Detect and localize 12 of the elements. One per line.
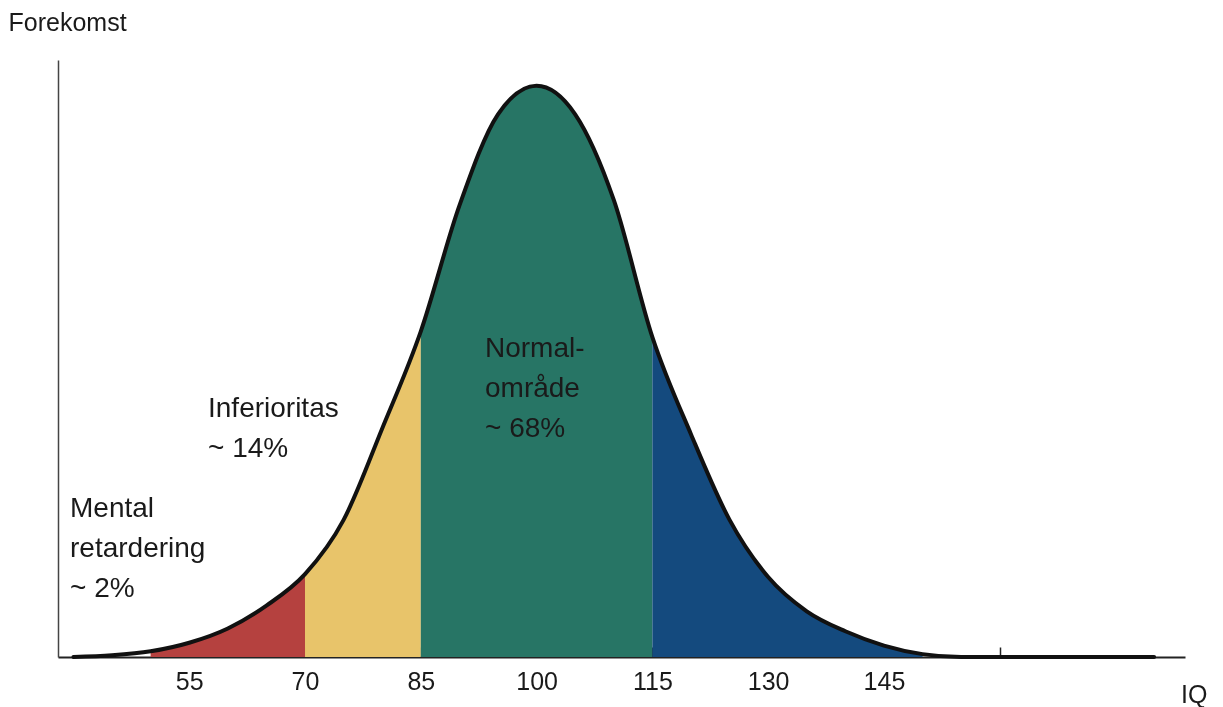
x-tick-label: 145 xyxy=(863,666,906,695)
annotation: Mental retardering ~ 2% xyxy=(70,492,206,603)
y-axis-title: Forekomst xyxy=(8,7,127,36)
x-axis-title: IQ xyxy=(1181,679,1208,707)
x-tick-label: 115 xyxy=(632,666,673,695)
x-tick-label: 85 xyxy=(407,666,436,695)
x-tick-label: 100 xyxy=(516,666,558,695)
annotation: Inferioritas ~ 14% xyxy=(208,392,339,463)
annotation: Normal- område ~ 68% xyxy=(485,332,585,443)
x-tick-label: 55 xyxy=(175,666,204,695)
x-tick-label: 70 xyxy=(291,666,320,695)
x-tick-label: 130 xyxy=(747,666,790,695)
